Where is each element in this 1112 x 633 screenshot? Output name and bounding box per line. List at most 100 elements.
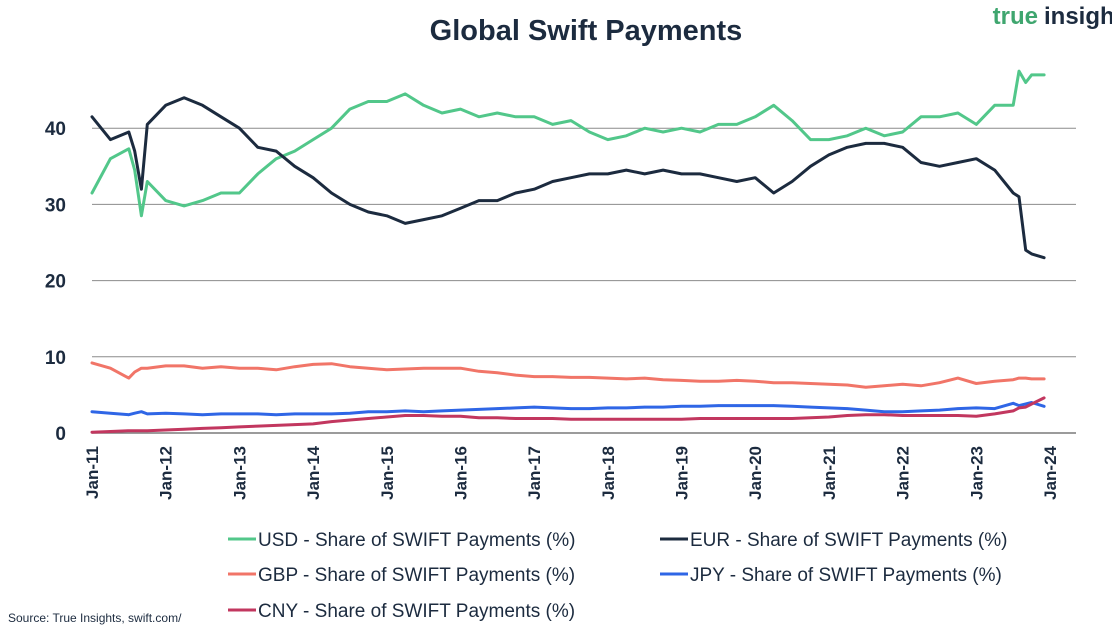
data-point: [827, 138, 831, 141]
data-point: [201, 104, 204, 107]
x-tick-label: Jan-19: [673, 446, 692, 500]
data-point: [367, 417, 370, 420]
data-point: [698, 379, 702, 383]
data-point: [182, 204, 186, 208]
data-point: [1017, 376, 1021, 380]
data-point: [569, 418, 573, 421]
data-point: [606, 418, 610, 421]
y-tick-label: 10: [45, 348, 66, 369]
data-point: [956, 376, 960, 380]
data-point: [256, 412, 260, 416]
data-point: [459, 367, 462, 370]
data-point: [754, 115, 757, 118]
data-point: [661, 418, 665, 421]
data-point: [330, 420, 333, 423]
data-point: [459, 107, 462, 111]
data-point: [532, 187, 536, 191]
data-point: [109, 367, 112, 370]
data-point: [993, 412, 996, 416]
y-axis-tick-labels: 0 10 20 30 40: [45, 119, 66, 445]
y-tick-label: 30: [45, 195, 66, 216]
series-line: [90, 361, 1046, 389]
data-point: [809, 382, 812, 385]
data-point: [514, 417, 517, 420]
data-point: [293, 412, 296, 416]
data-point: [754, 417, 757, 420]
legend-label: EUR - Share of SWIFT Payments (%): [690, 530, 1007, 551]
data-point: [201, 199, 204, 202]
data-point: [625, 134, 628, 138]
data-point: [1042, 405, 1046, 408]
data-point: [164, 428, 167, 432]
data-point: [385, 410, 388, 413]
data-point: [717, 176, 720, 179]
legend-label: USD - Share of SWIFT Payments (%): [258, 530, 575, 551]
data-point: [1011, 191, 1015, 195]
data-point: [238, 367, 241, 370]
data-point: [90, 361, 94, 365]
brand-logo-part1: true: [993, 3, 1038, 30]
data-point: [993, 168, 996, 172]
data-point: [440, 111, 444, 115]
data-point: [790, 180, 794, 183]
data-point: [919, 409, 923, 413]
data-point: [754, 176, 757, 179]
series-usd: [90, 69, 1046, 218]
x-tick-label: Jan-14: [304, 445, 323, 499]
data-point: [772, 404, 775, 407]
data-point: [133, 370, 136, 374]
legend-label: JPY - Share of SWIFT Payments (%): [690, 565, 1002, 586]
data-point: [109, 430, 112, 433]
data-point: [588, 418, 591, 421]
data-point: [956, 161, 960, 164]
data-point: [1017, 69, 1021, 73]
data-point: [790, 405, 794, 408]
data-point: [311, 176, 315, 179]
data-point: [975, 406, 978, 410]
data-point: [1030, 252, 1033, 256]
data-point: [735, 404, 739, 407]
data-point: [919, 384, 923, 387]
data-point: [127, 130, 131, 134]
data-point: [440, 409, 444, 413]
data-point: [827, 383, 831, 386]
data-point: [643, 405, 646, 409]
data-point: [164, 364, 167, 368]
data-point: [827, 415, 831, 419]
data-point: [256, 172, 260, 176]
data-point: [827, 153, 831, 157]
data-point: [109, 411, 112, 415]
data-point: [809, 165, 812, 168]
data-point: [219, 426, 223, 429]
data-point: [625, 406, 628, 410]
x-tick-label: Jan-15: [378, 446, 397, 500]
data-point: [403, 414, 407, 417]
data-point: [127, 147, 131, 150]
data-point: [864, 142, 867, 145]
data-point: [440, 367, 444, 370]
data-point: [772, 417, 775, 420]
data-point: [661, 168, 665, 172]
data-point: [864, 386, 867, 389]
data-point: [680, 405, 683, 408]
data-point: [1024, 402, 1027, 406]
data-point: [348, 365, 352, 368]
x-tick-label: Jan-13: [230, 446, 249, 500]
data-point: [164, 199, 167, 202]
data-point: [385, 415, 388, 419]
data-point: [403, 409, 407, 413]
data-point: [140, 429, 143, 432]
data-point: [90, 410, 94, 413]
data-point: [238, 412, 241, 416]
data-point: [1030, 402, 1033, 406]
data-point: [938, 414, 941, 417]
series-gbp: [90, 361, 1046, 389]
data-point: [551, 375, 554, 378]
data-point: [625, 168, 628, 172]
y-tick-label: 40: [45, 119, 66, 140]
data-point: [882, 410, 886, 413]
data-point: [1030, 377, 1033, 381]
data-point: [385, 368, 388, 371]
data-point: [477, 115, 481, 118]
data-point: [311, 412, 315, 416]
